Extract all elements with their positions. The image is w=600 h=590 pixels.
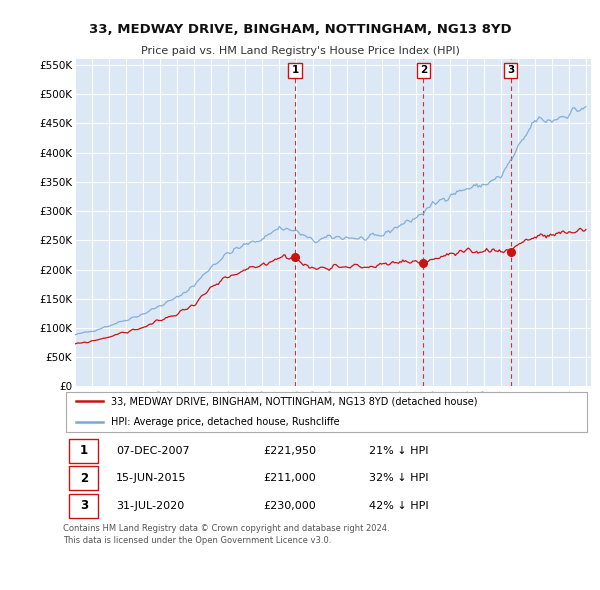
Text: 32% ↓ HPI: 32% ↓ HPI	[369, 473, 429, 483]
Text: Contains HM Land Registry data © Crown copyright and database right 2024.
This d: Contains HM Land Registry data © Crown c…	[63, 524, 389, 545]
Text: HPI: Average price, detached house, Rushcliffe: HPI: Average price, detached house, Rush…	[110, 417, 339, 427]
Text: 2: 2	[80, 471, 88, 485]
Text: Price paid vs. HM Land Registry's House Price Index (HPI): Price paid vs. HM Land Registry's House …	[140, 46, 460, 55]
FancyBboxPatch shape	[65, 392, 587, 432]
FancyBboxPatch shape	[70, 494, 98, 517]
Text: 15-JUN-2015: 15-JUN-2015	[116, 473, 187, 483]
Text: 33, MEDWAY DRIVE, BINGHAM, NOTTINGHAM, NG13 8YD: 33, MEDWAY DRIVE, BINGHAM, NOTTINGHAM, N…	[89, 23, 511, 36]
Text: 42% ↓ HPI: 42% ↓ HPI	[369, 500, 429, 510]
Text: 1: 1	[80, 444, 88, 457]
FancyBboxPatch shape	[70, 466, 98, 490]
Text: £221,950: £221,950	[263, 446, 317, 456]
Text: 07-DEC-2007: 07-DEC-2007	[116, 446, 190, 456]
Text: 33, MEDWAY DRIVE, BINGHAM, NOTTINGHAM, NG13 8YD (detached house): 33, MEDWAY DRIVE, BINGHAM, NOTTINGHAM, N…	[110, 396, 477, 407]
Text: £230,000: £230,000	[263, 500, 316, 510]
Text: 31-JUL-2020: 31-JUL-2020	[116, 500, 184, 510]
Text: 2: 2	[420, 65, 427, 76]
Text: 3: 3	[507, 65, 514, 76]
Text: 1: 1	[292, 65, 299, 76]
Text: 21% ↓ HPI: 21% ↓ HPI	[369, 446, 429, 456]
Text: 3: 3	[80, 499, 88, 512]
Text: £211,000: £211,000	[263, 473, 316, 483]
FancyBboxPatch shape	[70, 439, 98, 463]
